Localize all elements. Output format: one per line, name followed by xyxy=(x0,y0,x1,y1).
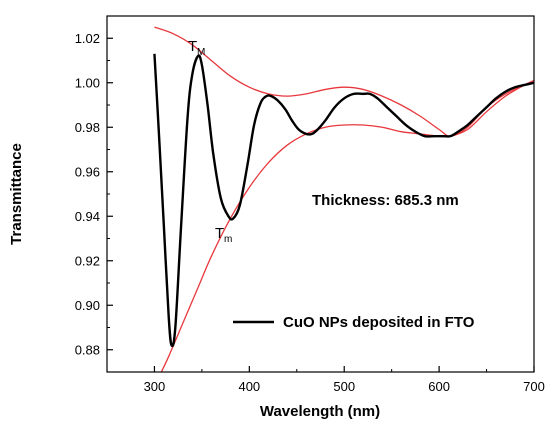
y-axis: 0.88 0.90 0.92 0.94 0.96 0.98 1.00 1.02 xyxy=(75,31,113,357)
y-tick-label: 0.98 xyxy=(75,120,100,135)
x-axis-title: Wavelength (nm) xyxy=(260,403,380,420)
x-tick-label: 700 xyxy=(523,379,545,394)
y-axis-title: Transmittance xyxy=(8,143,25,245)
tmin-label-sub: m xyxy=(224,234,232,245)
y-tick-label: 0.92 xyxy=(75,253,100,268)
tmax-label-sub: M xyxy=(197,47,205,58)
x-tick-label: 300 xyxy=(144,379,166,394)
y-tick-label: 0.90 xyxy=(75,298,100,313)
thickness-annotation: Thickness: 685.3 nm xyxy=(312,192,459,209)
x-axis: 300 400 500 600 700 xyxy=(106,366,545,394)
x-tick-label: 600 xyxy=(428,379,450,394)
tmax-label-main: T xyxy=(188,38,197,55)
envelope-max-curve xyxy=(154,26,534,137)
x-tick-label: 500 xyxy=(333,379,355,394)
x-tick-label: 400 xyxy=(238,379,260,394)
y-tick-label: 1.00 xyxy=(75,75,100,90)
series-layer xyxy=(153,26,534,372)
y-tick-label: 0.96 xyxy=(75,164,100,179)
envelope-min-curve xyxy=(160,79,534,372)
tmin-label: T m xyxy=(215,225,232,245)
tmin-label-main: T xyxy=(215,225,224,242)
y-tick-label: 0.88 xyxy=(75,342,100,357)
legend-label: CuO NPs deposited in FTO xyxy=(283,314,475,331)
tmax-label: T M xyxy=(188,38,205,58)
measured-transmittance-line xyxy=(153,53,534,348)
y-tick-label: 1.02 xyxy=(75,31,100,46)
y-tick-label: 0.94 xyxy=(75,209,100,224)
legend: CuO NPs deposited in FTO xyxy=(233,314,475,331)
